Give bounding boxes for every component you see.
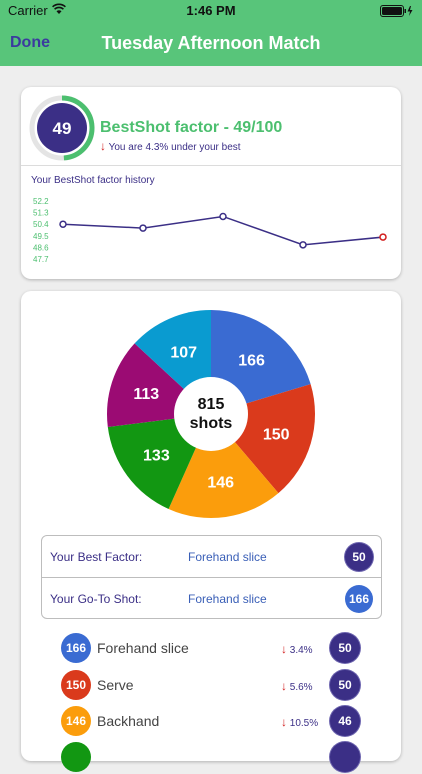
shot-factor-badge: 50 bbox=[330, 670, 360, 700]
pie-total: 815 bbox=[198, 396, 225, 413]
shots-card: 815 shots 166 150 146 133 113 107 Your Best F… bbox=[21, 291, 401, 772]
goto-shot-row[interactable]: Your Go-To Shot: Forehand slice 166 bbox=[42, 577, 381, 619]
best-factor-value: Forehand slice bbox=[188, 550, 267, 564]
pie-slice-label: 150 bbox=[263, 426, 290, 443]
shot-delta-value: 3.4% bbox=[289, 645, 313, 656]
score-value: 49 bbox=[53, 119, 72, 138]
shot-delta: ↓ 3.4% bbox=[281, 642, 313, 656]
shots-pie-chart: 815 shots 166 150 146 133 113 107 bbox=[107, 310, 315, 518]
shot-count-badge bbox=[61, 742, 91, 772]
bestshot-card: 49 BestShot factor - 49/100 ↓ You are 4.… bbox=[21, 87, 401, 279]
best-summary-box: Your Best Factor: Forehand slice 50 Your… bbox=[41, 535, 382, 619]
score-ring-progress bbox=[61, 95, 95, 161]
shot-delta: ↓ 5.6% bbox=[281, 679, 313, 693]
carrier-label: Carrier bbox=[8, 3, 48, 18]
history-y-tick: 51.3 bbox=[33, 209, 49, 218]
goto-shot-label: Your Go-To Shot: bbox=[50, 592, 142, 606]
shot-factor-badge bbox=[330, 742, 360, 772]
history-point bbox=[59, 220, 67, 228]
status-time: 1:46 PM bbox=[186, 3, 236, 18]
history-y-tick: 48.6 bbox=[33, 243, 49, 252]
shot-delta-value: 5.6% bbox=[289, 682, 313, 693]
battery-icon bbox=[380, 5, 413, 17]
history-point bbox=[219, 212, 227, 221]
pie-slice-label: 166 bbox=[238, 352, 265, 369]
pie-center bbox=[174, 377, 248, 451]
goto-shot-value: Forehand slice bbox=[188, 592, 267, 606]
shot-name: Serve bbox=[97, 677, 134, 693]
shot-delta-value: 10.5% bbox=[289, 718, 319, 729]
nav-bar: Done Tuesday Afternoon Match bbox=[0, 22, 422, 66]
pie-slice-label: 133 bbox=[143, 447, 170, 464]
pie-slice-label: 107 bbox=[170, 345, 197, 362]
history-point bbox=[299, 241, 307, 249]
shot-row[interactable]: 150 Serve ↓ 5.6% 50 bbox=[61, 668, 391, 702]
shot-row[interactable]: 166 Forehand slice ↓ 3.4% 50 bbox=[61, 631, 391, 665]
history-y-tick: 50.4 bbox=[33, 220, 49, 229]
history-point bbox=[139, 224, 147, 232]
page-title: Tuesday Afternoon Match bbox=[101, 33, 321, 53]
history-line bbox=[62, 215, 384, 246]
score-circle bbox=[37, 103, 87, 153]
done-button[interactable]: Done bbox=[10, 34, 50, 51]
down-arrow-icon: ↓ bbox=[281, 715, 287, 729]
best-factor-label: Your Best Factor: bbox=[50, 550, 143, 564]
score-ring: 49 bbox=[29, 95, 95, 161]
pie-slice-label: 113 bbox=[133, 386, 159, 403]
wifi-icon bbox=[52, 3, 66, 14]
history-title: Your BestShot factor history bbox=[31, 175, 155, 186]
pie-slice bbox=[168, 414, 279, 518]
history-y-tick: 49.5 bbox=[33, 232, 49, 241]
shot-count-badge: 146 bbox=[61, 706, 91, 736]
goto-shot-badge: 166 bbox=[345, 585, 373, 613]
best-factor-row[interactable]: Your Best Factor: Forehand slice 50 bbox=[42, 536, 381, 577]
shot-factor-badge: 46 bbox=[330, 706, 360, 736]
history-y-tick: 47.7 bbox=[33, 255, 49, 264]
card-divider bbox=[21, 165, 401, 166]
status-bar: Carrier 1:46 PM bbox=[0, 0, 422, 22]
shot-factor-badge: 50 bbox=[330, 633, 360, 663]
pie-slice-label: 146 bbox=[207, 474, 234, 491]
shot-name: Backhand bbox=[97, 713, 160, 729]
history-point bbox=[379, 233, 387, 241]
best-factor-badge: 50 bbox=[345, 543, 373, 571]
bestshot-subtitle: ↓ You are 4.3% under your best bbox=[100, 139, 241, 153]
history-chart: 52.2 51.3 50.4 49.5 48.6 47.7 bbox=[33, 197, 387, 264]
shot-row[interactable]: 146 Backhand ↓ 10.5% 46 bbox=[61, 704, 391, 738]
down-arrow-icon: ↓ bbox=[281, 679, 287, 693]
history-y-tick: 52.2 bbox=[33, 197, 49, 206]
shot-count-badge: 150 bbox=[61, 670, 91, 700]
shot-name: Forehand slice bbox=[97, 640, 189, 656]
shot-delta: ↓ 10.5% bbox=[281, 715, 318, 729]
shot-count-badge: 166 bbox=[61, 633, 91, 663]
down-arrow-icon: ↓ bbox=[100, 139, 106, 153]
pie-total-label: shots bbox=[190, 415, 233, 432]
bestshot-subtitle-text: You are 4.3% under your best bbox=[108, 142, 241, 153]
down-arrow-icon: ↓ bbox=[281, 642, 287, 656]
bestshot-title: BestShot factor - 49/100 bbox=[100, 119, 283, 136]
shot-row[interactable] bbox=[61, 740, 391, 774]
